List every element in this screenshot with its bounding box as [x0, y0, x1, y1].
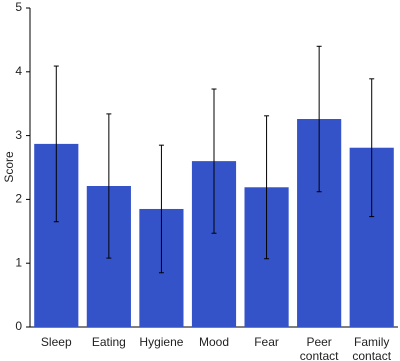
y-tick-label: 3	[15, 128, 22, 142]
y-tick-label: 5	[15, 0, 22, 14]
x-tick-label: Eating	[91, 335, 126, 349]
x-tick-label: Family contact	[352, 335, 392, 361]
y-tick-label: 4	[15, 64, 22, 78]
error-bar	[158, 144, 164, 274]
error-bar	[211, 88, 217, 234]
x-tick-label: Fear	[254, 335, 279, 349]
error-bar	[106, 113, 112, 259]
y-axis-label: Score	[2, 151, 16, 183]
x-tick-label: Peer contact	[299, 335, 339, 361]
y-tick-label: 1	[15, 255, 22, 269]
x-tick-label: Mood	[198, 335, 230, 349]
y-tick-label: 2	[15, 192, 22, 206]
y-tick-label: 0	[15, 319, 22, 333]
error-bar	[369, 78, 375, 218]
error-bar	[53, 65, 59, 223]
x-tick-label: Sleep	[40, 335, 72, 349]
x-tick-label: Hygiene	[139, 335, 184, 349]
error-bar	[264, 115, 270, 260]
error-bar	[316, 45, 322, 193]
